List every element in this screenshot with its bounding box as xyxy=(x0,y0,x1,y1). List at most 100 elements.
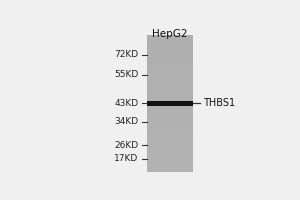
Bar xyxy=(147,77,193,79)
Bar xyxy=(147,35,193,36)
Bar xyxy=(147,59,193,61)
Bar xyxy=(147,120,193,121)
Text: THBS1: THBS1 xyxy=(202,98,235,108)
Bar xyxy=(147,137,193,139)
Bar xyxy=(147,126,193,128)
Bar xyxy=(147,159,193,161)
Bar xyxy=(147,107,193,109)
Bar xyxy=(147,105,193,106)
Bar xyxy=(147,114,193,116)
Bar xyxy=(147,66,193,68)
Text: 72KD: 72KD xyxy=(115,50,139,59)
Bar xyxy=(147,96,193,98)
Bar xyxy=(147,81,193,83)
Bar xyxy=(147,95,193,96)
Bar xyxy=(147,152,193,154)
Bar xyxy=(147,131,193,132)
Bar xyxy=(147,147,193,149)
Bar xyxy=(147,101,193,106)
Bar xyxy=(147,154,193,155)
Bar xyxy=(147,57,193,58)
Bar xyxy=(147,155,193,157)
Bar xyxy=(147,169,193,170)
Bar xyxy=(147,110,193,112)
Bar xyxy=(147,72,193,73)
Bar xyxy=(147,163,193,165)
Bar xyxy=(147,157,193,158)
Bar xyxy=(147,61,193,62)
Bar xyxy=(147,148,193,150)
Bar xyxy=(147,139,193,140)
Bar xyxy=(147,143,193,144)
Text: 34KD: 34KD xyxy=(115,117,139,126)
Bar xyxy=(147,85,193,87)
Bar xyxy=(147,48,193,50)
Bar xyxy=(147,121,193,122)
Bar xyxy=(147,51,193,53)
Bar xyxy=(147,98,193,99)
Bar xyxy=(147,70,193,72)
Bar xyxy=(147,99,193,101)
Bar xyxy=(147,165,193,166)
Bar xyxy=(147,65,193,66)
Text: 43KD: 43KD xyxy=(115,99,139,108)
Bar xyxy=(147,151,193,153)
Bar xyxy=(147,146,193,147)
Bar xyxy=(147,133,193,135)
Bar xyxy=(147,111,193,113)
Bar xyxy=(147,128,193,129)
Bar xyxy=(147,162,193,164)
Bar xyxy=(147,136,193,138)
Bar xyxy=(147,124,193,125)
Bar xyxy=(147,117,193,118)
Bar xyxy=(147,69,193,70)
Bar xyxy=(147,118,193,120)
Bar xyxy=(147,50,193,51)
Bar xyxy=(147,52,193,54)
Bar xyxy=(147,91,193,92)
Bar xyxy=(147,135,193,136)
Bar xyxy=(147,115,193,117)
Bar xyxy=(147,55,193,57)
Bar xyxy=(147,140,193,142)
Bar xyxy=(147,73,193,75)
Bar xyxy=(147,36,193,38)
Bar xyxy=(147,168,193,169)
Bar xyxy=(147,170,193,172)
Bar xyxy=(147,68,193,69)
Bar xyxy=(147,87,193,88)
Text: 55KD: 55KD xyxy=(114,70,139,79)
Bar xyxy=(147,106,193,107)
Bar xyxy=(147,103,193,105)
Bar xyxy=(147,41,193,43)
Bar xyxy=(147,122,193,124)
Bar xyxy=(147,74,193,76)
Text: 17KD: 17KD xyxy=(114,154,139,163)
Bar xyxy=(147,150,193,151)
Bar xyxy=(147,54,193,55)
Bar xyxy=(147,62,193,64)
Bar xyxy=(147,37,193,39)
Bar xyxy=(147,113,193,114)
Bar xyxy=(147,129,193,131)
Bar xyxy=(147,109,193,110)
Bar xyxy=(147,46,193,47)
Bar xyxy=(147,84,193,85)
Text: HepG2: HepG2 xyxy=(152,29,188,39)
Bar xyxy=(147,144,193,146)
Bar xyxy=(147,40,193,42)
Bar xyxy=(147,63,193,65)
Bar xyxy=(147,100,193,102)
Bar xyxy=(147,39,193,40)
Bar xyxy=(147,132,193,133)
Bar xyxy=(147,94,193,95)
Bar xyxy=(147,44,193,46)
Bar xyxy=(147,89,193,91)
Bar xyxy=(147,161,193,162)
Bar xyxy=(147,166,193,168)
Bar xyxy=(147,80,193,81)
Bar xyxy=(147,92,193,94)
Bar xyxy=(147,102,193,103)
Bar xyxy=(147,47,193,48)
Bar xyxy=(147,76,193,77)
